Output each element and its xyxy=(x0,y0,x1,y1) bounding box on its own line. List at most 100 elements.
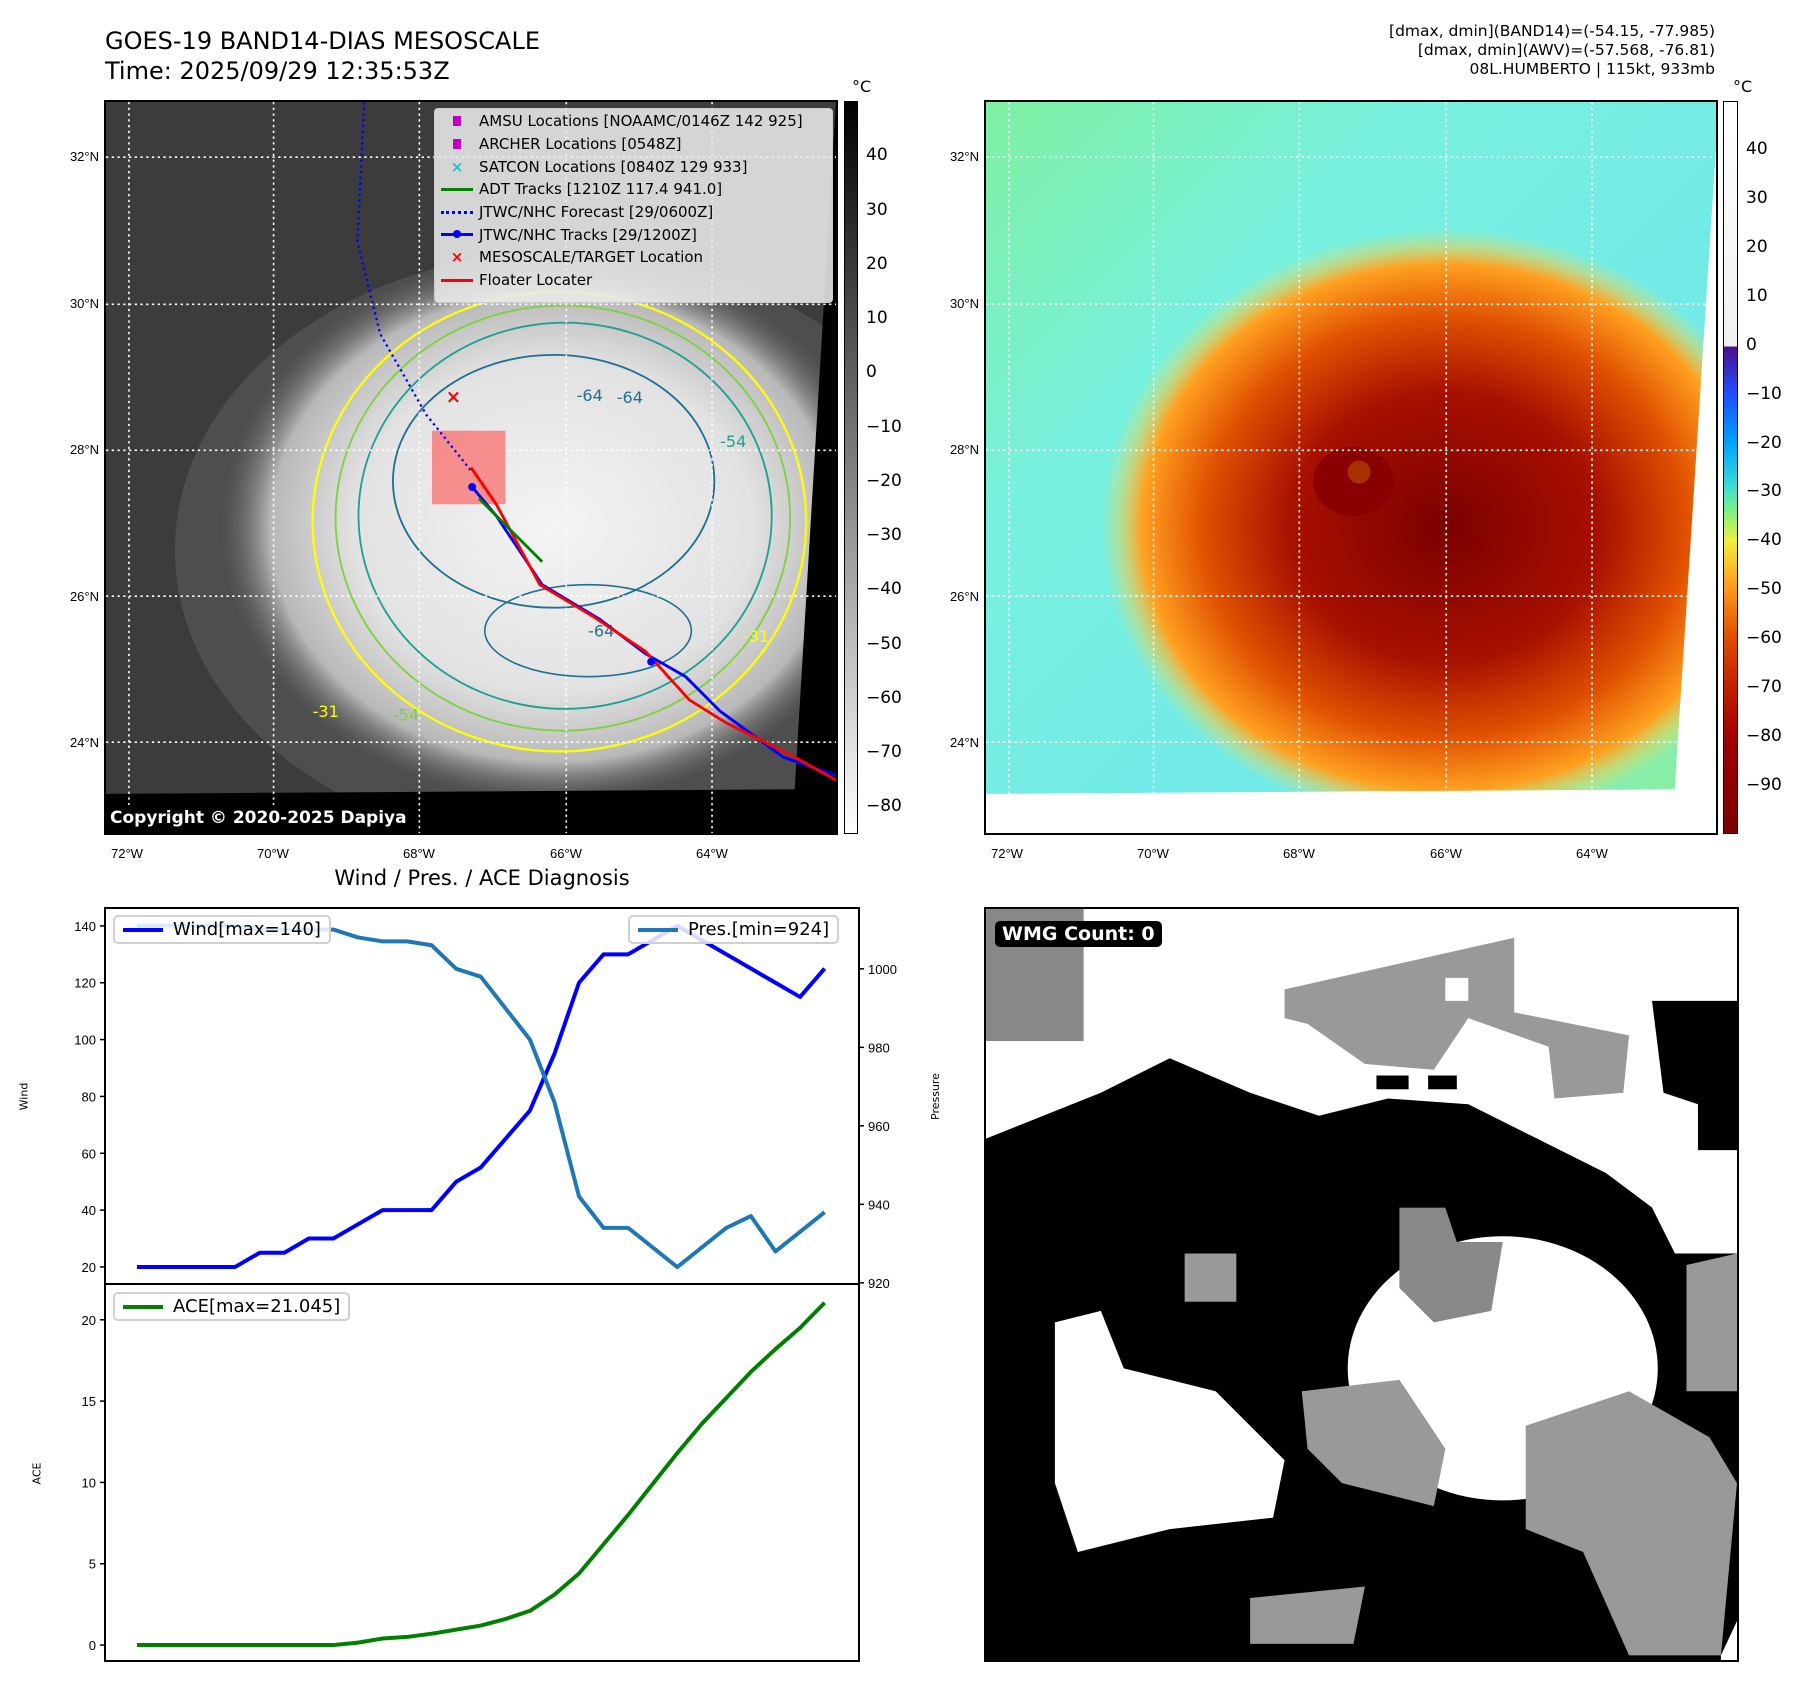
legend-line-icon xyxy=(435,187,479,191)
colorbar-left xyxy=(844,101,858,834)
legend-square-icon xyxy=(435,116,479,127)
storm-info: 08L.HUMBERTO | 115kt, 933mb xyxy=(1469,60,1716,78)
colorbar-tick: −70 xyxy=(866,742,902,763)
figure-time: Time: 2025/09/29 12:35:53Z xyxy=(105,57,450,85)
copyright: Copyright © 2020-2025 Dapiya xyxy=(106,805,411,833)
svg-text:-64: -64 xyxy=(577,386,603,405)
colorbar-tick: 10 xyxy=(866,308,888,329)
map-legend-item: JTWC/NHC Tracks [29/1200Z] xyxy=(435,223,832,246)
legend-square-icon xyxy=(435,139,479,150)
colorbar-tick: 10 xyxy=(1746,285,1768,306)
map-legend-item: × MESOSCALE/TARGET Location xyxy=(435,246,832,269)
pressure-line xyxy=(136,923,826,1270)
forecast-track xyxy=(356,102,474,473)
colorbar-tick: −30 xyxy=(866,525,902,546)
svg-text:-31: -31 xyxy=(743,627,769,646)
wmg-panel: WMG Count: 0 xyxy=(984,907,1739,1662)
ace-axis-tick-label: 5 xyxy=(89,1557,96,1572)
colorbar-tick: −40 xyxy=(1746,530,1782,551)
colorbar-right-unit: °C xyxy=(1733,77,1753,96)
wind-axis-tick-label: 120 xyxy=(74,976,96,991)
pressure-axis-tick-label: 940 xyxy=(868,1197,890,1212)
colorbar-tick: −10 xyxy=(866,416,902,437)
map-legend-item: AMSU Locations [NOAAMC/0146Z 142 925] xyxy=(435,110,832,133)
map-legend-label: ARCHER Locations [0548Z] xyxy=(479,135,682,154)
svg-text:-64: -64 xyxy=(617,388,643,407)
colorbar-tick: 20 xyxy=(1746,237,1768,258)
map-legend-item: × SATCON Locations [0840Z 129 933] xyxy=(435,155,832,178)
colorbar-tick: −50 xyxy=(866,633,902,654)
ace-legend: ACE[max=21.045] xyxy=(113,1292,351,1321)
lat-label: 32°N xyxy=(69,149,99,164)
colorbar-tick: −20 xyxy=(866,470,902,491)
map-legend-label: AMSU Locations [NOAAMC/0146Z 142 925] xyxy=(479,112,803,131)
map-legend-label: JTWC/NHC Tracks [29/1200Z] xyxy=(479,225,697,244)
wind-axis-tick-label: 40 xyxy=(82,1203,96,1218)
ace-axes-frame xyxy=(104,1283,860,1662)
colorbar-tick: −70 xyxy=(1746,676,1782,697)
pressure-axis-tick-label: 960 xyxy=(868,1119,890,1134)
wind-axis-tick-label: 20 xyxy=(82,1260,96,1275)
target-box xyxy=(431,430,506,505)
gridlines xyxy=(986,102,1716,833)
wind-axis-tick-label: 60 xyxy=(82,1146,96,1161)
legend-line-dot-icon xyxy=(435,230,479,239)
band14-range: [dmax, dmin](BAND14)=(-54.15, -77.985) xyxy=(1389,22,1715,40)
lat-label: 24°N xyxy=(949,735,979,750)
colorbar-tick: −50 xyxy=(1746,579,1782,600)
ace-axis-tick-label: 0 xyxy=(89,1638,96,1653)
wmg-count-badge: WMG Count: 0 xyxy=(995,921,1162,947)
colorbar-tick: 0 xyxy=(1746,334,1757,355)
colorbar-tick: −90 xyxy=(1746,774,1782,795)
lon-label: 68°W xyxy=(1283,846,1315,861)
figure-title: GOES-19 BAND14-DIAS MESOSCALE xyxy=(105,27,541,55)
lon-label: 64°W xyxy=(696,846,728,861)
colorbar-tick: 30 xyxy=(866,199,888,220)
lon-label: 72°W xyxy=(991,846,1023,861)
wind-axis-label: Wind xyxy=(17,1082,31,1111)
colorbar-tick: −10 xyxy=(1746,383,1782,404)
lat-label: 30°N xyxy=(69,296,99,311)
lat-label: 24°N xyxy=(69,735,99,750)
map-legend: AMSU Locations [NOAAMC/0146Z 142 925] ARC… xyxy=(434,108,833,303)
pressure-axis-tick-label: 1000 xyxy=(868,962,897,977)
pressure-axis-label: Pressure xyxy=(928,1073,942,1120)
colorbar-tick: −80 xyxy=(1746,725,1782,746)
map-legend-label: JTWC/NHC Forecast [29/0600Z] xyxy=(479,203,714,222)
colorbar-tick: −20 xyxy=(1746,432,1782,453)
colorbar-tick: 40 xyxy=(866,145,888,166)
colorbar-right xyxy=(1723,101,1738,834)
wmg-image xyxy=(986,909,1737,1660)
ace-axis-tick-label: 15 xyxy=(82,1394,96,1409)
colorbar-tick: −40 xyxy=(866,579,902,600)
legend-dotted-icon xyxy=(435,210,479,214)
map-legend-label: SATCON Locations [0840Z 129 933] xyxy=(479,157,748,176)
lat-label: 30°N xyxy=(949,296,979,311)
svg-text:-54: -54 xyxy=(720,432,746,451)
adt-track xyxy=(478,497,544,563)
awv-range: [dmax, dmin](AWV)=(-57.568, -76.81) xyxy=(1417,41,1715,59)
lon-label: 68°W xyxy=(403,846,435,861)
lat-label: 26°N xyxy=(949,589,979,604)
map-legend-item: ARCHER Locations [0548Z] xyxy=(435,133,832,156)
pressure-legend: Pres.[min=924] xyxy=(628,915,840,944)
lon-label: 66°W xyxy=(1430,846,1462,861)
pressure-axis-tick-label: 980 xyxy=(868,1040,890,1055)
ace-axis-label: ACE xyxy=(30,1462,44,1485)
lon-label: 70°W xyxy=(257,846,289,861)
colorbar-tick: 0 xyxy=(866,362,877,383)
legend-x-icon: × xyxy=(450,157,464,176)
lon-label: 66°W xyxy=(550,846,582,861)
colorbar-tick: −30 xyxy=(1746,481,1782,502)
map-legend-label: MESOSCALE/TARGET Location xyxy=(479,248,704,267)
wind-line xyxy=(136,923,827,1269)
map-legend-item: JTWC/NHC Forecast [29/0600Z] xyxy=(435,201,832,224)
map-legend-label: ADT Tracks [1210Z 117.4 941.0] xyxy=(479,180,723,199)
ir-map-panel: -64 -64 -54 -64 -31 -54 -31 × AMSU Locat… xyxy=(104,100,838,835)
colorbar-tick: 30 xyxy=(1746,188,1768,209)
pressure-axis-tick-label: 920 xyxy=(868,1276,890,1291)
colorbar-tick: −60 xyxy=(866,687,902,708)
lon-label: 72°W xyxy=(111,846,143,861)
legend-line-icon xyxy=(435,278,479,282)
